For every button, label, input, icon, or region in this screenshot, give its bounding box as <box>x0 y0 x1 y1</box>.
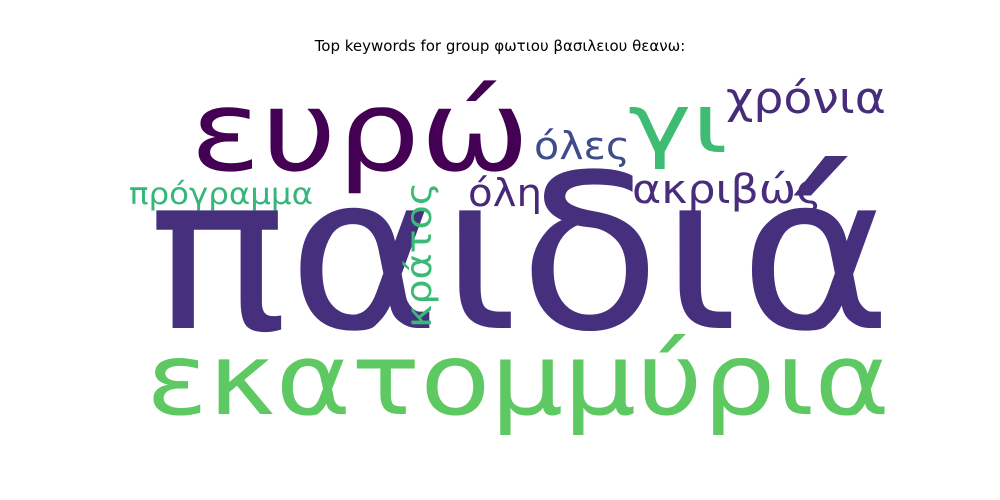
word-2: εκατομμύρια <box>146 321 890 438</box>
chart-title: Top keywords for group φωτιου βασιλειου … <box>314 37 686 55</box>
word-1: παιδιά <box>148 128 892 379</box>
word-3: ευρώ <box>190 67 530 197</box>
word-6: όλες <box>534 124 630 168</box>
word-7: ακριβώς <box>632 167 822 213</box>
word-10: κράτος <box>399 182 440 328</box>
word-4: γι <box>628 77 728 172</box>
word-5: χρόνια <box>726 73 886 124</box>
word-8: όλη <box>468 171 542 215</box>
word-9: πρόγραμμα <box>129 177 313 212</box>
